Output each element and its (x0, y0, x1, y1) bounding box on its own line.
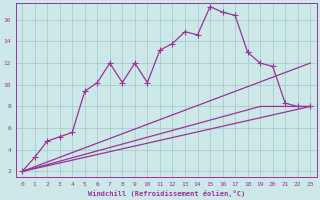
X-axis label: Windchill (Refroidissement éolien,°C): Windchill (Refroidissement éolien,°C) (88, 190, 245, 197)
